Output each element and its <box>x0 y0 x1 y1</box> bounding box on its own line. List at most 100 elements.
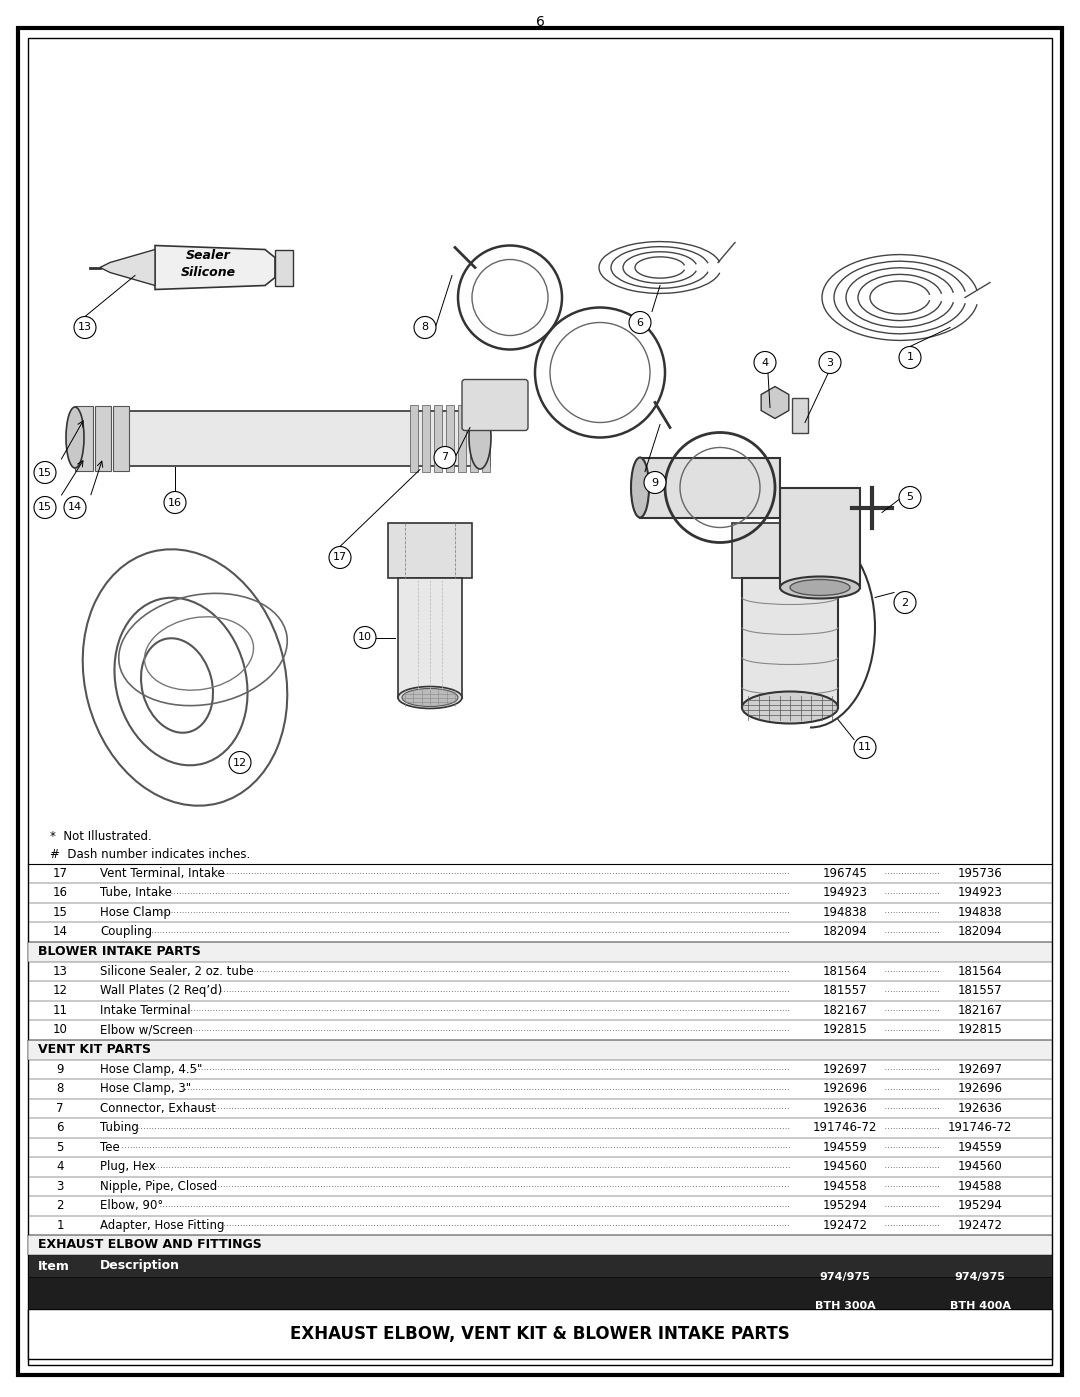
Text: #  Dash number indicates inches.: # Dash number indicates inches. <box>50 848 251 862</box>
Bar <box>732 522 848 577</box>
Circle shape <box>329 546 351 569</box>
Text: 15: 15 <box>38 503 52 513</box>
Text: Connector, Exhaust: Connector, Exhaust <box>100 1102 216 1115</box>
Text: 9: 9 <box>56 1063 64 1076</box>
Bar <box>28 1309 1052 1359</box>
Text: 191746-72: 191746-72 <box>813 1122 877 1134</box>
Text: 11: 11 <box>858 742 872 753</box>
Text: 181564: 181564 <box>958 965 1002 978</box>
Bar <box>458 405 465 472</box>
Bar <box>446 405 454 472</box>
Text: 194558: 194558 <box>823 1179 867 1193</box>
Text: Silicone: Silicone <box>180 265 235 279</box>
Text: 192696: 192696 <box>958 1083 1002 1095</box>
Text: Nipple, Pipe, Closed: Nipple, Pipe, Closed <box>100 1179 217 1193</box>
Text: 6: 6 <box>636 317 644 327</box>
Text: 8: 8 <box>56 1083 64 1095</box>
Text: 182094: 182094 <box>823 925 867 939</box>
Text: 194560: 194560 <box>958 1161 1002 1173</box>
Text: 2: 2 <box>56 1199 64 1213</box>
Bar <box>28 942 1052 961</box>
Text: 192472: 192472 <box>958 1218 1002 1232</box>
Circle shape <box>229 752 251 774</box>
Text: 195736: 195736 <box>958 866 1002 880</box>
Bar <box>640 457 780 517</box>
Text: 194588: 194588 <box>958 1179 1002 1193</box>
Text: Elbow w/Screen: Elbow w/Screen <box>100 1023 193 1037</box>
Text: Item: Item <box>38 1260 70 1273</box>
Bar <box>410 405 418 472</box>
Text: Hose Clamp: Hose Clamp <box>100 905 171 919</box>
Text: 182094: 182094 <box>958 925 1002 939</box>
Bar <box>113 405 129 471</box>
Text: 16: 16 <box>53 886 67 900</box>
Bar <box>742 577 838 707</box>
Text: 1: 1 <box>906 352 914 362</box>
Bar <box>275 250 293 285</box>
Bar <box>434 405 442 472</box>
Bar <box>422 405 430 472</box>
Text: 192636: 192636 <box>958 1102 1002 1115</box>
Text: 6: 6 <box>536 15 544 29</box>
Text: 192472: 192472 <box>823 1218 867 1232</box>
Text: 8: 8 <box>421 323 429 332</box>
Text: 192815: 192815 <box>958 1023 1002 1037</box>
Ellipse shape <box>742 692 838 724</box>
Polygon shape <box>100 250 156 285</box>
Bar <box>388 522 472 577</box>
Bar <box>792 398 808 433</box>
Circle shape <box>644 472 666 493</box>
Text: 1: 1 <box>56 1218 64 1232</box>
Text: 13: 13 <box>53 965 67 978</box>
Text: 194838: 194838 <box>823 905 867 919</box>
Polygon shape <box>156 246 275 289</box>
Text: 181557: 181557 <box>823 985 867 997</box>
Bar <box>28 1039 1052 1059</box>
Circle shape <box>754 352 777 373</box>
Text: 194559: 194559 <box>958 1141 1002 1154</box>
Text: Sealer: Sealer <box>186 249 230 263</box>
Text: Tube, Intake: Tube, Intake <box>100 886 172 900</box>
Ellipse shape <box>66 407 84 468</box>
Text: 194560: 194560 <box>823 1161 867 1173</box>
Ellipse shape <box>631 457 649 517</box>
Text: 191746-72: 191746-72 <box>948 1122 1012 1134</box>
Text: 195294: 195294 <box>823 1199 867 1213</box>
Circle shape <box>899 486 921 509</box>
Circle shape <box>819 352 841 373</box>
Text: VENT KIT PARTS: VENT KIT PARTS <box>38 1044 151 1056</box>
Text: 17: 17 <box>333 552 347 563</box>
Text: 192697: 192697 <box>958 1063 1002 1076</box>
Text: 12: 12 <box>233 757 247 767</box>
Bar <box>780 488 860 588</box>
Text: EXHAUST ELBOW AND FITTINGS: EXHAUST ELBOW AND FITTINGS <box>38 1239 261 1252</box>
Text: 14: 14 <box>68 503 82 513</box>
Circle shape <box>854 736 876 759</box>
Text: 7: 7 <box>56 1102 64 1115</box>
Text: Hose Clamp, 4.5": Hose Clamp, 4.5" <box>100 1063 202 1076</box>
Circle shape <box>33 461 56 483</box>
Text: 192815: 192815 <box>823 1023 867 1037</box>
Text: 194923: 194923 <box>958 886 1002 900</box>
Circle shape <box>899 346 921 369</box>
Text: 16: 16 <box>168 497 183 507</box>
Text: 12: 12 <box>53 985 67 997</box>
Circle shape <box>894 591 916 613</box>
Bar <box>28 1255 1052 1277</box>
Ellipse shape <box>780 577 860 598</box>
Bar <box>28 1277 1052 1309</box>
Text: 195294: 195294 <box>958 1199 1002 1213</box>
Text: Tubing: Tubing <box>100 1122 139 1134</box>
Ellipse shape <box>789 580 850 595</box>
Text: Description: Description <box>100 1260 180 1273</box>
Text: 974/975: 974/975 <box>820 1273 870 1282</box>
Text: 3: 3 <box>826 358 834 367</box>
Text: 15: 15 <box>53 905 67 919</box>
Text: *  Not Illustrated.: * Not Illustrated. <box>50 830 152 844</box>
Ellipse shape <box>469 407 491 469</box>
Text: 181557: 181557 <box>958 985 1002 997</box>
Text: 10: 10 <box>357 633 372 643</box>
Text: BLOWER INTAKE PARTS: BLOWER INTAKE PARTS <box>38 944 201 958</box>
Circle shape <box>64 496 86 518</box>
Text: 3: 3 <box>56 1179 64 1193</box>
